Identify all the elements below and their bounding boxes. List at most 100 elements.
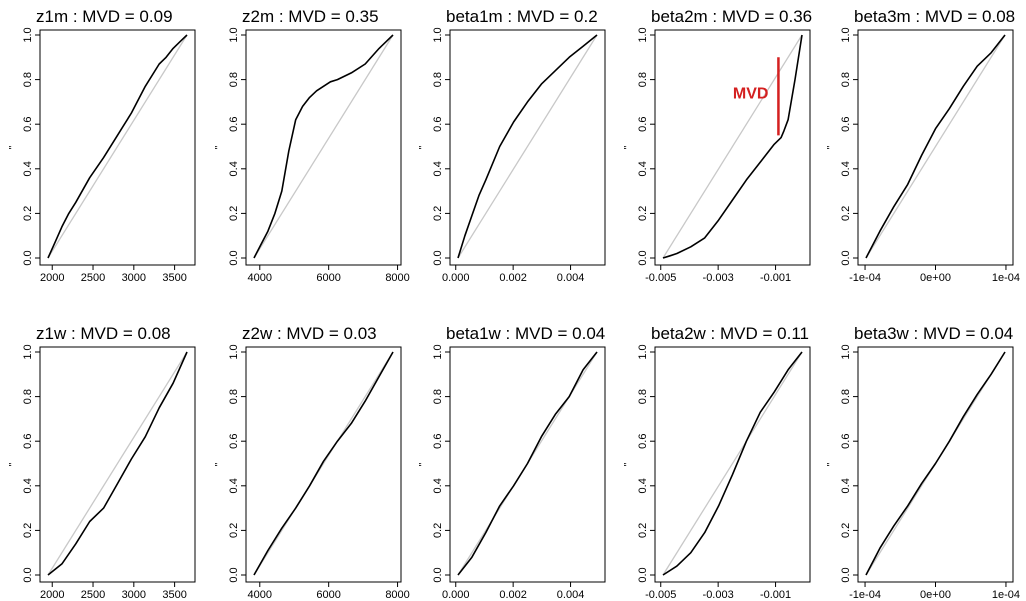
- plot-frame: [245, 29, 402, 266]
- plot-frame: [39, 346, 196, 583]
- y-tick-label: 1.0: [22, 344, 34, 359]
- y-tick-label: 0.6: [432, 434, 444, 449]
- y-axis-label: ": [623, 462, 634, 466]
- y-tick-label: 0.6: [637, 434, 649, 449]
- panel-2: beta1m : MVD = 0.2 0.0 0.2 0.4 0.6 0.8 1.0 " 0.0…: [418, 7, 606, 284]
- y-tick-label: 0.2: [228, 523, 240, 538]
- plot-frame: [449, 29, 606, 266]
- plot-frame: [449, 346, 606, 583]
- y-tick-label: 0.2: [840, 523, 852, 538]
- reference-line: [47, 34, 188, 259]
- x-tick-label: 3500: [162, 272, 186, 284]
- y-axis-label: ": [826, 462, 837, 466]
- y-tick-label: 1.0: [840, 27, 852, 42]
- y-tick-label: 0.6: [637, 117, 649, 132]
- y-tick-label: 0.0: [228, 250, 240, 265]
- ecdf-curve: [47, 34, 188, 259]
- panel-title: beta3w : MVD = 0.04: [854, 324, 1013, 343]
- x-tick-label: -0.001: [760, 589, 791, 601]
- y-tick-label: 0.4: [637, 161, 649, 176]
- ecdf-curve: [865, 351, 1006, 576]
- y-tick-label: 0.4: [637, 478, 649, 493]
- y-tick-label: 0.0: [432, 250, 444, 265]
- y-tick-label: 0.6: [840, 117, 852, 132]
- y-tick-label: 0.0: [22, 250, 34, 265]
- y-tick-label: 0.8: [432, 389, 444, 404]
- y-tick-label: 1.0: [432, 27, 444, 42]
- y-axis-label: ": [623, 145, 634, 149]
- reference-line: [457, 34, 598, 259]
- x-tick-label: 6000: [316, 272, 340, 284]
- x-tick-label: 0.004: [557, 589, 585, 601]
- y-axis-label: ": [8, 462, 19, 466]
- x-tick-label: 8000: [385, 272, 409, 284]
- panel-1: z2m : MVD = 0.35 0.0 0.2 0.4 0.6 0.8 1.0 " 4000 6…: [214, 7, 410, 284]
- y-tick-label: 0.0: [840, 250, 852, 265]
- y-axis-label: ": [418, 145, 429, 149]
- y-tick-label: 0.4: [228, 478, 240, 493]
- y-tick-label: 0.2: [432, 523, 444, 538]
- ecdf-curve: [253, 34, 394, 259]
- ecdf-curve: [457, 351, 598, 576]
- x-tick-label: 2500: [81, 272, 105, 284]
- reference-line: [865, 34, 1006, 259]
- panel-9: beta3w : MVD = 0.04 0.0 0.2 0.4 0.6 0.8 1.0 " -1…: [826, 324, 1020, 601]
- y-tick-label: 0.4: [840, 478, 852, 493]
- y-tick-label: 0.2: [840, 206, 852, 221]
- x-tick-label: 1e-04: [992, 272, 1020, 284]
- y-tick-label: 1.0: [228, 344, 240, 359]
- panel-title: beta2w : MVD = 0.11: [651, 324, 809, 343]
- x-tick-label: 0e+00: [920, 272, 951, 284]
- x-tick-label: 0.002: [499, 272, 527, 284]
- x-tick-label: 0.004: [557, 272, 585, 284]
- y-axis-label: ": [214, 145, 225, 149]
- panel-0: z1m : MVD = 0.09 0.0 0.2 0.4 0.6 0.8 1.0 " 2000 2…: [8, 7, 196, 284]
- y-tick-label: 0.8: [840, 389, 852, 404]
- y-tick-label: 0.4: [432, 161, 444, 176]
- ecdf-curve: [865, 34, 1006, 259]
- panel-6: z2w : MVD = 0.03 0.0 0.2 0.4 0.6 0.8 1.0 " 4000 6…: [214, 324, 410, 601]
- x-tick-label: 2000: [40, 272, 64, 284]
- y-axis-label: ": [214, 462, 225, 466]
- reference-line: [253, 351, 394, 576]
- y-tick-label: 0.4: [22, 161, 34, 176]
- panel-8: beta2w : MVD = 0.11 0.0 0.2 0.4 0.6 0.8 1.0 " -0…: [623, 324, 811, 601]
- mvd-label: MVD: [733, 85, 769, 102]
- plot-frame: [654, 346, 811, 583]
- y-tick-label: 0.8: [228, 389, 240, 404]
- panel-title: beta2m : MVD = 0.36: [651, 7, 812, 26]
- panel-title: beta1w : MVD = 0.04: [446, 324, 605, 343]
- panel-5: z1w : MVD = 0.08 0.0 0.2 0.4 0.6 0.8 1.0 " 2000 2…: [8, 324, 196, 601]
- y-tick-label: 0.6: [22, 117, 34, 132]
- y-tick-label: 1.0: [637, 344, 649, 359]
- x-tick-label: 8000: [385, 589, 409, 601]
- y-tick-label: 1.0: [228, 27, 240, 42]
- y-tick-label: 0.8: [637, 389, 649, 404]
- panel-title: z2m : MVD = 0.35: [242, 7, 379, 26]
- x-tick-label: 0e+00: [920, 589, 951, 601]
- panel-7: beta1w : MVD = 0.04 0.0 0.2 0.4 0.6 0.8 1.0 " 0.…: [418, 324, 606, 601]
- y-tick-label: 0.6: [228, 434, 240, 449]
- y-tick-label: 0.4: [840, 161, 852, 176]
- y-tick-label: 1.0: [840, 344, 852, 359]
- y-tick-label: 0.8: [22, 389, 34, 404]
- y-tick-label: 0.2: [432, 206, 444, 221]
- reference-line: [47, 351, 188, 576]
- x-tick-label: -1e-04: [849, 272, 881, 284]
- y-tick-label: 0.8: [432, 72, 444, 87]
- y-tick-label: 0.4: [432, 478, 444, 493]
- x-tick-label: 2500: [81, 589, 105, 601]
- x-tick-label: -0.005: [645, 589, 676, 601]
- y-tick-label: 0.2: [637, 523, 649, 538]
- ecdf-curve: [662, 351, 803, 576]
- y-tick-label: 0.0: [432, 567, 444, 582]
- y-tick-label: 0.4: [228, 161, 240, 176]
- x-tick-label: -0.003: [703, 589, 734, 601]
- y-tick-label: 0.2: [228, 206, 240, 221]
- panel-3: beta2m : MVD = 0.36 0.0 0.2 0.4 0.6 0.8 1.0 " -0…: [623, 7, 812, 284]
- y-tick-label: 0.0: [22, 567, 34, 582]
- x-tick-label: 3000: [122, 272, 146, 284]
- ecdf-curve: [662, 34, 803, 259]
- y-axis-label: ": [8, 145, 19, 149]
- y-tick-label: 1.0: [432, 344, 444, 359]
